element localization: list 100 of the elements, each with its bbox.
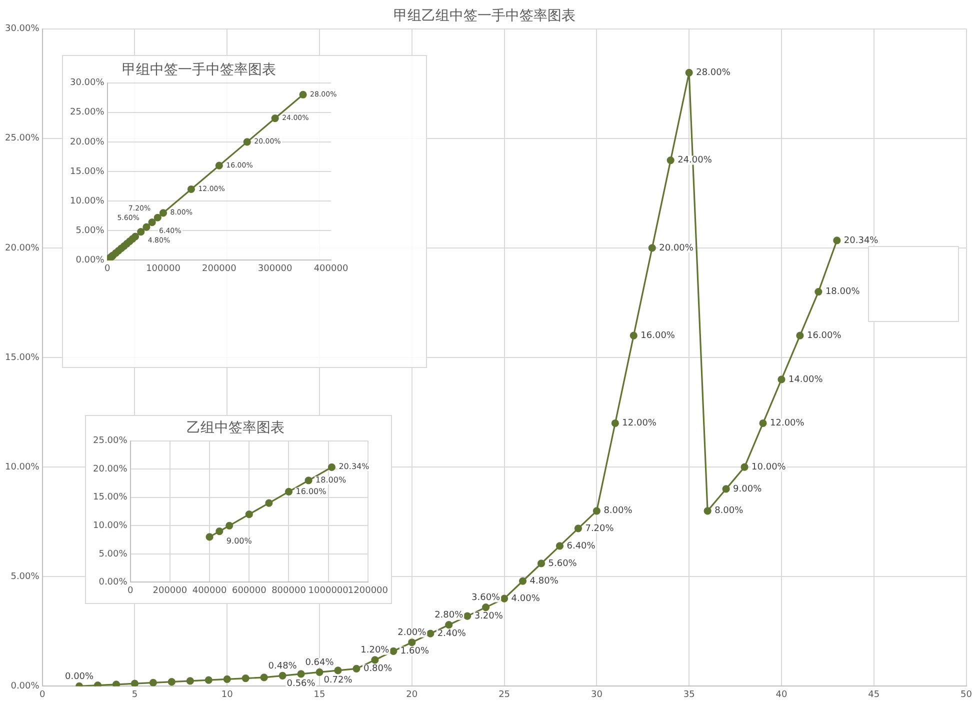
chart-title: 甲组乙组中签一手中签率图表 [394, 8, 576, 24]
data-label: 0.72% [324, 675, 353, 686]
x-tick-label: 50 [960, 690, 972, 700]
data-label: 5.60% [548, 558, 578, 569]
point [137, 228, 145, 236]
point [226, 522, 234, 530]
x-tick-label: 1200000 [348, 586, 388, 596]
point [328, 463, 336, 471]
point [242, 674, 250, 682]
data-label: 3.20% [474, 611, 504, 622]
data-label: 18.00% [825, 287, 860, 298]
point [154, 214, 162, 222]
y-tick-label: 25.00% [70, 108, 105, 118]
x-tick-label: 0 [104, 264, 110, 274]
y-tick-label: 15.00% [70, 166, 105, 177]
data-label: 7.20% [585, 524, 614, 534]
data-label: 28.00% [696, 68, 731, 78]
data-label: 18.00% [316, 475, 346, 484]
data-label: 4.80% [530, 576, 559, 586]
y-tick-label: 10.00% [70, 196, 105, 206]
x-tick-label: 45 [868, 690, 880, 700]
y-tick-label: 0.00% [10, 682, 40, 692]
x-tick-label: 200000 [202, 264, 237, 274]
x-tick-label: 5 [132, 690, 138, 700]
point [204, 676, 212, 684]
data-label: 0.80% [363, 664, 392, 674]
y-tick-label: 25.00% [92, 436, 128, 446]
point [537, 560, 546, 568]
point [740, 463, 748, 471]
data-label: 24.00% [678, 156, 712, 166]
point [216, 527, 224, 536]
y-tick-label: 5.00% [76, 226, 105, 236]
data-label: 9.00% [733, 484, 762, 494]
point [390, 647, 398, 655]
point [260, 674, 268, 682]
x-tick-label: 400000 [314, 264, 348, 274]
data-label: 2.40% [437, 628, 466, 639]
y-tick-label: 10.00% [92, 520, 128, 531]
x-tick-label: 0 [39, 690, 46, 700]
point [685, 68, 693, 76]
point [500, 594, 508, 602]
point [206, 533, 214, 541]
x-tick-label: 1000000 [308, 586, 349, 596]
x-tick-label: 30 [590, 690, 603, 700]
point [704, 507, 712, 515]
data-label: 14.00% [788, 374, 824, 385]
y-tick-label: 15.00% [4, 352, 40, 363]
data-label: 2.80% [434, 610, 464, 621]
point [284, 488, 293, 496]
data-label: 0.56% [286, 678, 316, 689]
point [666, 156, 674, 164]
x-tick-label: 10 [221, 690, 234, 700]
data-label: 8.00% [714, 506, 744, 516]
data-label: 0.64% [305, 658, 334, 668]
point [271, 114, 279, 122]
point [245, 510, 253, 518]
point [796, 332, 804, 340]
point [304, 476, 312, 484]
point [223, 675, 231, 683]
data-label: 2.00% [398, 628, 427, 638]
point [408, 638, 416, 646]
point [148, 218, 156, 226]
point [278, 672, 286, 680]
point [464, 612, 472, 620]
point [592, 507, 600, 515]
point [518, 577, 527, 585]
x-tick-label: 15 [314, 690, 326, 700]
point [112, 680, 120, 686]
x-tick-label: 0 [127, 586, 134, 596]
point [334, 666, 342, 674]
y-tick-label: 0.00% [76, 256, 105, 266]
data-label: 16.00% [640, 330, 676, 341]
point [149, 678, 157, 686]
point [556, 542, 564, 550]
x-tick-label: 35 [683, 690, 695, 700]
data-label: 3.60% [472, 593, 501, 604]
data-label: 20.34% [844, 236, 879, 246]
point [243, 138, 251, 146]
point [168, 678, 176, 686]
point [426, 630, 434, 638]
y-tick-label: 20.00% [92, 464, 128, 474]
point [833, 236, 841, 244]
point [131, 232, 140, 240]
point [299, 90, 307, 98]
point [186, 677, 194, 685]
point [778, 376, 786, 384]
y-tick-label: 10.00% [4, 462, 40, 472]
x-tick-label: 300000 [258, 264, 293, 274]
point [722, 485, 730, 493]
x-tick-label: 400000 [192, 586, 227, 596]
point [759, 419, 767, 428]
x-tick-label: 25 [498, 690, 510, 700]
data-label: 10.00% [752, 462, 786, 472]
point [215, 162, 223, 170]
y-tick-label: 30.00% [4, 24, 40, 34]
y-tick-label: 20.00% [4, 243, 40, 254]
data-label: 20.34% [338, 462, 370, 472]
point [265, 499, 273, 507]
data-label: 9.00% [226, 536, 252, 546]
point [159, 209, 168, 217]
